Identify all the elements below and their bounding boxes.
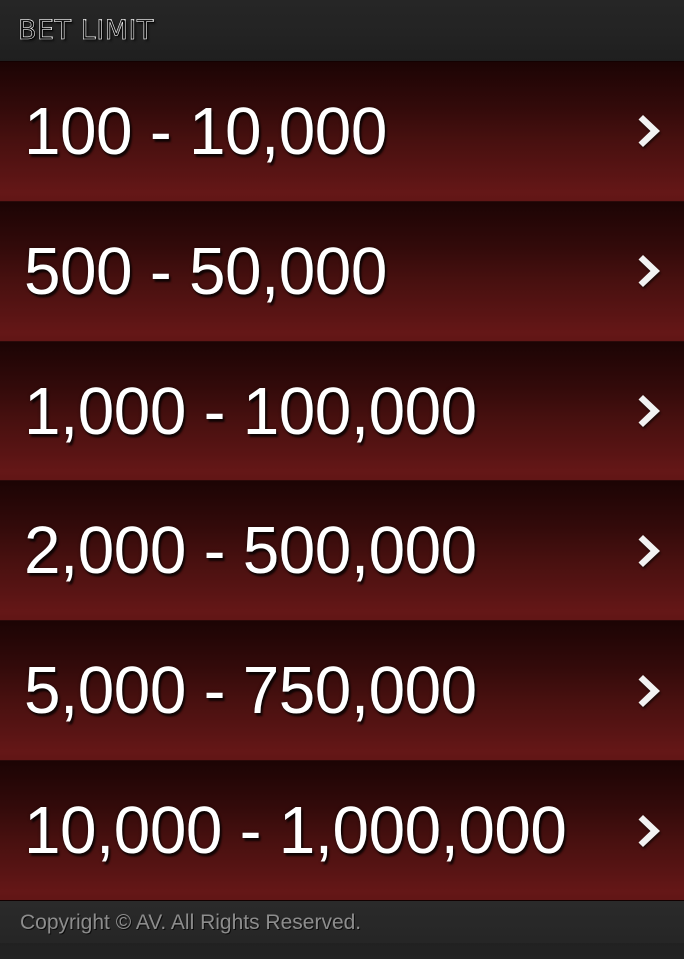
bet-limit-row[interactable]: 1,000 - 100,000 [0, 340, 684, 481]
bet-limit-label: 1,000 - 100,000 [24, 373, 477, 449]
bet-limit-row[interactable]: 500 - 50,000 [0, 200, 684, 341]
bet-limit-label: 10,000 - 1,000,000 [24, 793, 567, 869]
chevron-right-icon [636, 392, 666, 430]
bet-limit-row[interactable]: 10,000 - 1,000,000 [0, 760, 684, 900]
copyright-text: Copyright © AV. All Rights Reserved. [20, 911, 362, 934]
page-title: BET LIMIT [18, 15, 154, 46]
chevron-right-icon [636, 252, 666, 290]
chevron-right-icon [636, 532, 666, 570]
page-header: BET LIMIT [0, 0, 684, 62]
bet-limit-label: 500 - 50,000 [24, 233, 387, 309]
chevron-right-icon [636, 672, 666, 710]
chevron-right-icon [636, 112, 666, 150]
bet-limit-label: 5,000 - 750,000 [24, 653, 477, 729]
bet-limit-label: 100 - 10,000 [24, 93, 387, 169]
chevron-right-icon [636, 812, 666, 850]
bet-limit-row[interactable]: 2,000 - 500,000 [0, 480, 684, 621]
page-footer: Copyright © AV. All Rights Reserved. [0, 900, 684, 959]
bet-limit-row[interactable]: 5,000 - 750,000 [0, 620, 684, 761]
bet-limit-list: 100 - 10,000 500 - 50,000 1,000 - 100,000 2… [0, 62, 684, 900]
bet-limit-label: 2,000 - 500,000 [24, 513, 477, 589]
bet-limit-row[interactable]: 100 - 10,000 [0, 62, 684, 201]
